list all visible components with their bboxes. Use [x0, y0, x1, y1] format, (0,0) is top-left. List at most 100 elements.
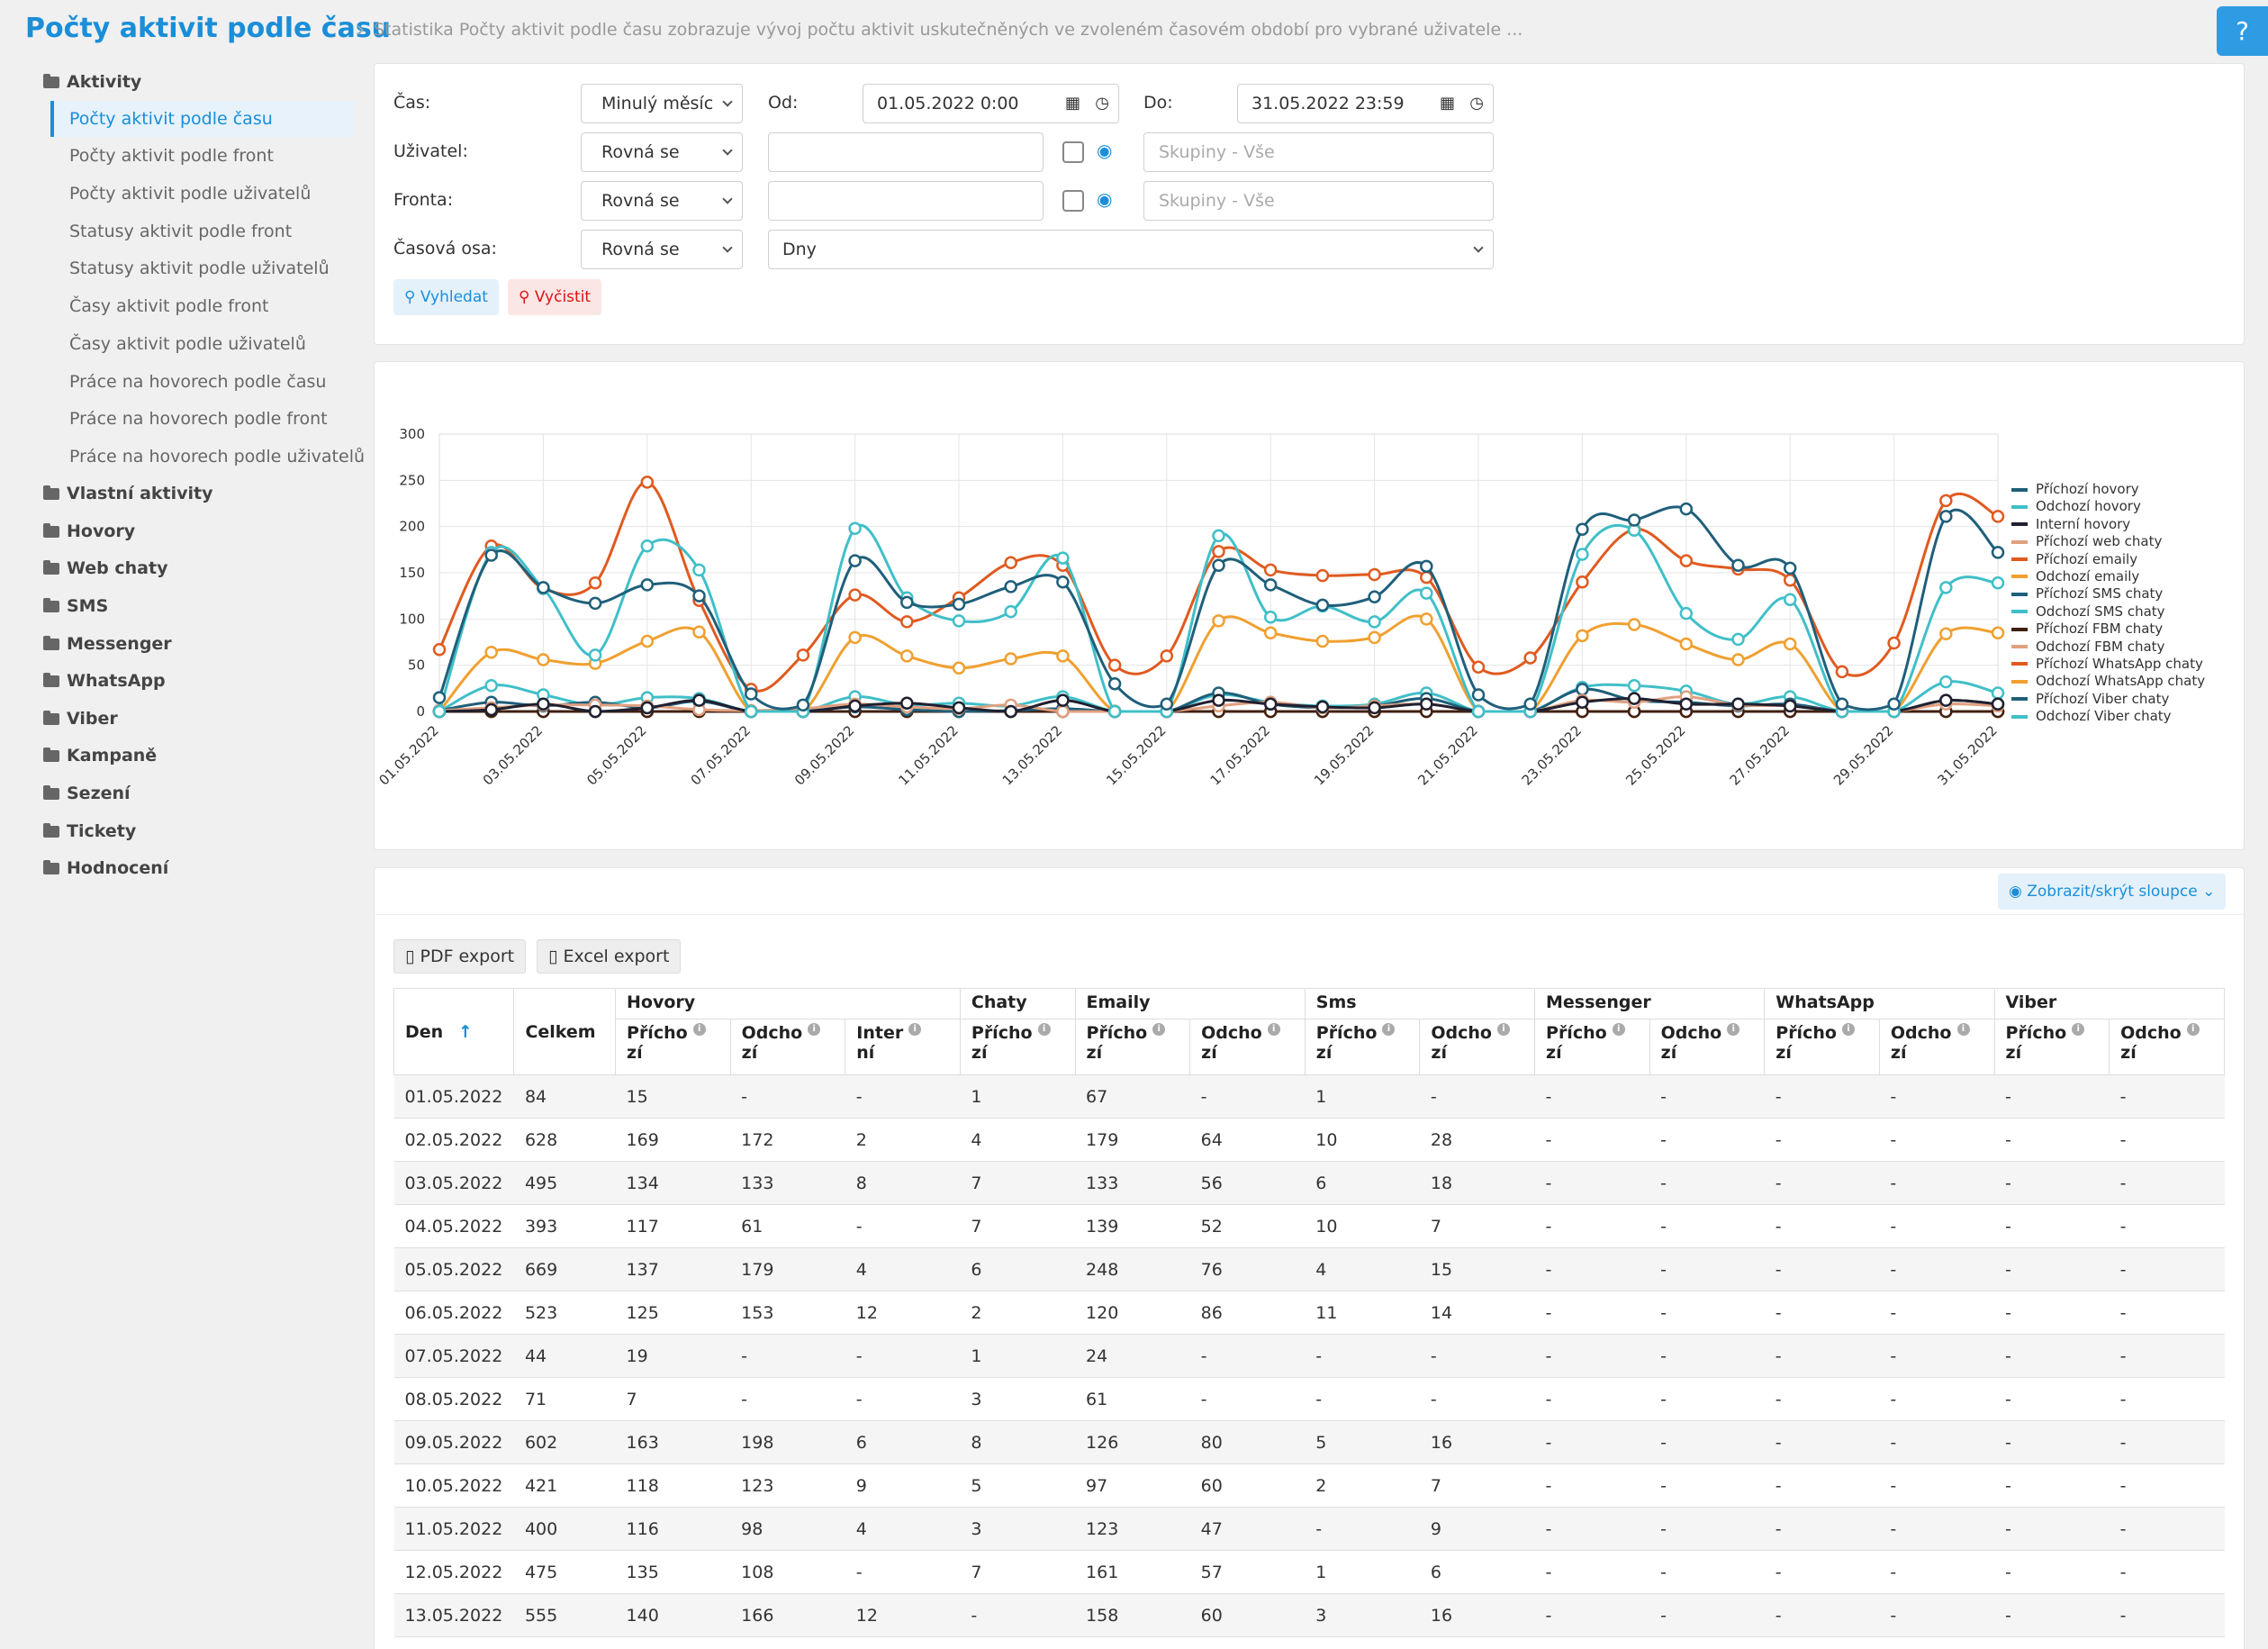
eye-slash-icon[interactable]: ◉: [1097, 188, 1113, 210]
table-cell: -: [1994, 1161, 2110, 1205]
legend-item[interactable]: Odchozí WhatsApp chaty: [2011, 673, 2205, 690]
info-icon[interactable]: i: [1267, 1023, 1280, 1036]
info-icon[interactable]: i: [692, 1023, 706, 1036]
column-header-sub[interactable]: Odcho i zí: [2109, 1019, 2225, 1075]
legend-item[interactable]: Příchozí SMS chaty: [2011, 585, 2205, 603]
column-header-sub[interactable]: Přícho i zí: [1534, 1019, 1650, 1075]
sidebar-item-casy-podle-uzivatelu[interactable]: Časy aktivit podle uživatelů: [69, 334, 306, 354]
uzivatel-operator-select[interactable]: Rovná se: [581, 132, 743, 172]
column-header-sub[interactable]: Inter i ní: [845, 1019, 961, 1075]
sidebar-item-pocty-podle-front[interactable]: Počty aktivit podle front: [69, 146, 274, 166]
info-icon[interactable]: i: [1152, 1023, 1166, 1036]
legend-item[interactable]: Příchozí hovory: [2011, 481, 2205, 498]
legend-item[interactable]: Příchozí FBM chaty: [2011, 621, 2205, 638]
table-cell: 475: [513, 1550, 616, 1594]
clock-icon[interactable]: ◷: [1095, 94, 1109, 113]
sidebar-group-whatsapp[interactable]: WhatsApp: [43, 671, 166, 691]
info-icon[interactable]: i: [1382, 1023, 1396, 1036]
search-button[interactable]: ⚲ Vyhledat: [393, 279, 499, 315]
column-header-sub[interactable]: Odcho i zí: [1419, 1019, 1536, 1075]
legend-item[interactable]: Příchozí emaily: [2011, 551, 2205, 568]
legend-item[interactable]: Odchozí emaily: [2011, 568, 2205, 585]
od-date-input[interactable]: 01.05.2022 0:00 ▦ ◷: [863, 84, 1119, 123]
data-point: [537, 653, 550, 666]
toggle-columns-button[interactable]: ◉ Zobrazit/skrýt sloupce ⌄: [1998, 874, 2227, 910]
sidebar-item-statusy-podle-front[interactable]: Statusy aktivit podle front: [69, 222, 293, 241]
clock-icon[interactable]: ◷: [1469, 94, 1484, 113]
legend-item[interactable]: Příchozí web chaty: [2011, 533, 2205, 550]
sidebar-group-tickety[interactable]: Tickety: [43, 821, 136, 841]
fronta-input[interactable]: [768, 181, 1044, 221]
column-header-sub[interactable]: Přícho i zí: [1764, 1019, 1880, 1075]
column-header-sub[interactable]: Přícho i zí: [1993, 1019, 2110, 1075]
uzivatel-checkbox[interactable]: [1062, 141, 1084, 163]
sidebar-item-statusy-podle-uzivatelu[interactable]: Statusy aktivit podle uživatelů: [69, 258, 330, 278]
casova-osa-select[interactable]: Dny: [768, 230, 1494, 269]
column-header-sub[interactable]: Odcho i zí: [1878, 1019, 1995, 1075]
info-icon[interactable]: i: [808, 1023, 821, 1036]
sidebar-group-aktivity[interactable]: Aktivity: [43, 72, 141, 92]
legend-item[interactable]: Příchozí Viber chaty: [2011, 691, 2205, 708]
sidebar-group-kampane[interactable]: Kampaně: [43, 746, 157, 766]
calendar-icon[interactable]: ▦: [1439, 94, 1455, 113]
column-header-den[interactable]: Den ↑: [393, 988, 515, 1075]
help-button[interactable]: ?: [2217, 6, 2268, 56]
sort-asc-icon[interactable]: ↑: [457, 1021, 473, 1042]
pdf-export-button[interactable]: ▯ PDF export: [393, 939, 527, 974]
data-point: [1160, 697, 1174, 711]
fronta-groups-select[interactable]: Skupiny - Vše: [1143, 181, 1494, 221]
column-header-sub[interactable]: Přícho i zí: [1304, 1019, 1421, 1075]
data-point: [1939, 510, 1953, 523]
sidebar-group-viber[interactable]: Viber: [43, 709, 118, 729]
do-date-input[interactable]: 31.05.2022 23:59 ▦ ◷: [1237, 84, 1494, 123]
od-label: Od:: [768, 93, 799, 113]
column-header-sub[interactable]: Přícho i zí: [959, 1019, 1076, 1075]
uzivatel-groups-select[interactable]: Skupiny - Vše: [1143, 132, 1494, 172]
sidebar-group-hovory[interactable]: Hovory: [43, 521, 135, 541]
sidebar-group-sms[interactable]: SMS: [43, 596, 108, 616]
legend-item[interactable]: Odchozí hovory: [2011, 498, 2205, 515]
legend-item[interactable]: Příchozí WhatsApp chaty: [2011, 656, 2205, 673]
sidebar-item-pocty-podle-uzivatelu[interactable]: Počty aktivit podle uživatelů: [69, 184, 312, 204]
info-icon[interactable]: i: [1727, 1023, 1740, 1036]
legend-item[interactable]: Odchozí Viber chaty: [2011, 708, 2205, 725]
info-icon[interactable]: i: [2072, 1023, 2085, 1036]
column-header-sub[interactable]: Odcho i zí: [729, 1019, 846, 1075]
info-icon[interactable]: i: [1037, 1023, 1051, 1036]
excel-export-button[interactable]: ▯ Excel export: [537, 939, 682, 974]
fronta-operator-select[interactable]: Rovná se: [581, 181, 743, 221]
sidebar-item-pocty-podle-casu[interactable]: Počty aktivit podle času: [50, 101, 354, 137]
column-header-celkem[interactable]: Celkem: [513, 988, 617, 1075]
sidebar-item-prace-podle-casu[interactable]: Práce na hovorech podle času: [69, 372, 327, 392]
sidebar-item-prace-podle-front[interactable]: Práce na hovorech podle front: [69, 409, 328, 429]
column-header-sub[interactable]: Přícho i zí: [1074, 1019, 1191, 1075]
cas-select[interactable]: Minulý měsíc: [581, 84, 743, 123]
column-header-sub[interactable]: Přícho i zí: [615, 1019, 731, 1075]
sidebar-group-web-chaty[interactable]: Web chaty: [43, 558, 167, 578]
clear-button[interactable]: ⚲ Vyčistit: [508, 279, 602, 315]
info-icon[interactable]: i: [1956, 1023, 1970, 1036]
eye-slash-icon[interactable]: ◉: [1097, 140, 1113, 161]
table-cell: 158: [1075, 1593, 1190, 1637]
calendar-icon[interactable]: ▦: [1064, 94, 1080, 113]
sidebar-group-hodnoceni[interactable]: Hodnocení: [43, 858, 168, 878]
casova-osa-operator-select[interactable]: Rovná se: [581, 230, 743, 269]
info-icon[interactable]: i: [1841, 1023, 1855, 1036]
info-icon[interactable]: i: [1497, 1023, 1510, 1036]
sidebar-item-casy-podle-front[interactable]: Časy aktivit podle front: [69, 296, 269, 316]
legend-item[interactable]: Interní hovory: [2011, 516, 2205, 533]
info-icon[interactable]: i: [1612, 1023, 1625, 1036]
fronta-checkbox[interactable]: [1062, 190, 1084, 212]
sidebar-group-sezeni[interactable]: Sezení: [43, 784, 131, 803]
sidebar-group-messenger[interactable]: Messenger: [43, 634, 172, 654]
sidebar-group-vlastni-aktivity[interactable]: Vlastní aktivity: [43, 484, 213, 503]
legend-item[interactable]: Odchozí FBM chaty: [2011, 639, 2205, 656]
uzivatel-input[interactable]: [768, 132, 1044, 172]
table-cell: -: [1649, 1118, 1765, 1162]
column-header-sub[interactable]: Odcho i zí: [1189, 1019, 1306, 1075]
info-icon[interactable]: i: [2186, 1023, 2200, 1036]
column-header-sub[interactable]: Odcho i zí: [1649, 1019, 1766, 1075]
sidebar-item-prace-podle-uzivatelu[interactable]: Práce na hovorech podle uživatelů: [69, 447, 366, 467]
legend-item[interactable]: Odchozí SMS chaty: [2011, 603, 2205, 621]
info-icon[interactable]: i: [908, 1023, 922, 1036]
